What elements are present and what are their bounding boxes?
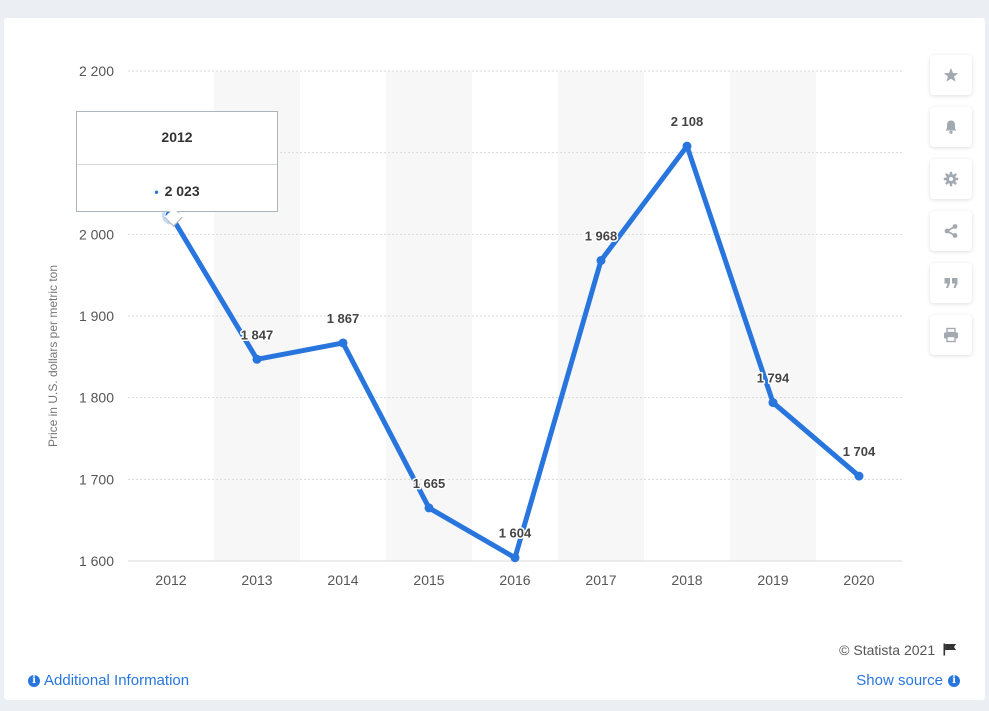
x-tick-label: 2017 bbox=[585, 572, 616, 588]
y-axis-ticks: 1 600 1 700 1 800 1 900 2 000 2 200 bbox=[79, 63, 114, 569]
data-point[interactable] bbox=[854, 471, 864, 481]
data-point[interactable] bbox=[252, 354, 262, 364]
tooltip-year: 2012 bbox=[77, 112, 277, 165]
share-button[interactable] bbox=[930, 211, 972, 251]
tooltip-value: 2 023 bbox=[164, 183, 200, 199]
x-tick-label: 2015 bbox=[413, 572, 444, 588]
x-tick-label: 2013 bbox=[241, 572, 272, 588]
y-tick-label: 1 700 bbox=[79, 471, 114, 487]
favorite-button[interactable] bbox=[930, 55, 972, 95]
additional-information-link[interactable]: i Additional Information bbox=[28, 672, 189, 689]
chart-toolbar bbox=[930, 55, 972, 367]
data-point[interactable] bbox=[338, 338, 348, 348]
y-tick-label: 2 200 bbox=[79, 63, 114, 79]
data-label: 2 108 bbox=[671, 114, 704, 129]
data-labels: 1 847 1 867 1 665 1 604 1 968 2 108 1 794 1 704 bbox=[239, 113, 877, 543]
data-point[interactable] bbox=[768, 398, 778, 408]
x-tick-label: 2020 bbox=[843, 572, 874, 588]
print-button[interactable] bbox=[930, 315, 972, 355]
tooltip-series-marker: • bbox=[154, 185, 159, 199]
data-label: 1 847 bbox=[241, 327, 274, 342]
x-tick-label: 2019 bbox=[757, 572, 788, 588]
copyright-credit: © Statista 2021 bbox=[839, 642, 957, 658]
notification-button[interactable] bbox=[930, 107, 972, 147]
data-point[interactable] bbox=[510, 553, 520, 563]
y-tick-label: 1 600 bbox=[79, 553, 114, 569]
bell-icon bbox=[945, 120, 957, 134]
y-tick-label: 1 900 bbox=[79, 308, 114, 324]
y-tick-label: 1 800 bbox=[79, 390, 114, 406]
x-tick-label: 2014 bbox=[327, 572, 358, 588]
chart-card: 1 600 1 700 1 800 1 900 2 000 2 200 2012 2013 2… bbox=[4, 18, 985, 700]
additional-information-label: Additional Information bbox=[44, 672, 190, 689]
share-icon bbox=[944, 224, 958, 238]
flag-icon[interactable] bbox=[943, 643, 957, 656]
data-label: 1 604 bbox=[499, 526, 532, 541]
star-icon bbox=[943, 68, 959, 82]
data-label: 1 704 bbox=[843, 444, 876, 459]
data-label: 1 665 bbox=[413, 476, 446, 491]
x-axis-ticks: 2012 2013 2014 2015 2016 2017 2018 2019 2020 bbox=[155, 572, 874, 588]
data-label: 1 968 bbox=[585, 228, 618, 243]
credit-text: © Statista 2021 bbox=[839, 642, 936, 658]
y-axis-label: Price in U.S. dollars per metric ton bbox=[46, 265, 60, 447]
data-label: 1 867 bbox=[327, 311, 360, 326]
data-point[interactable] bbox=[682, 141, 692, 151]
quote-icon bbox=[944, 278, 958, 288]
settings-button[interactable] bbox=[930, 159, 972, 199]
chart-tooltip: 2012 • 2 023 bbox=[76, 111, 278, 212]
x-tick-label: 2018 bbox=[671, 572, 702, 588]
x-tick-label: 2016 bbox=[499, 572, 530, 588]
gear-icon bbox=[943, 171, 959, 187]
info-icon: i bbox=[28, 674, 40, 687]
show-source-label: Show source bbox=[856, 672, 943, 689]
show-source-link[interactable]: Show source i bbox=[856, 672, 960, 689]
tooltip-value-row: • 2 023 bbox=[77, 183, 277, 199]
info-icon: i bbox=[948, 674, 960, 687]
print-icon bbox=[944, 327, 958, 343]
cite-button[interactable] bbox=[930, 263, 972, 303]
data-point[interactable] bbox=[424, 503, 434, 513]
data-label: 1 794 bbox=[757, 371, 790, 386]
data-point[interactable] bbox=[596, 255, 606, 265]
x-tick-label: 2012 bbox=[155, 572, 186, 588]
y-tick-label: 2 000 bbox=[79, 226, 114, 242]
